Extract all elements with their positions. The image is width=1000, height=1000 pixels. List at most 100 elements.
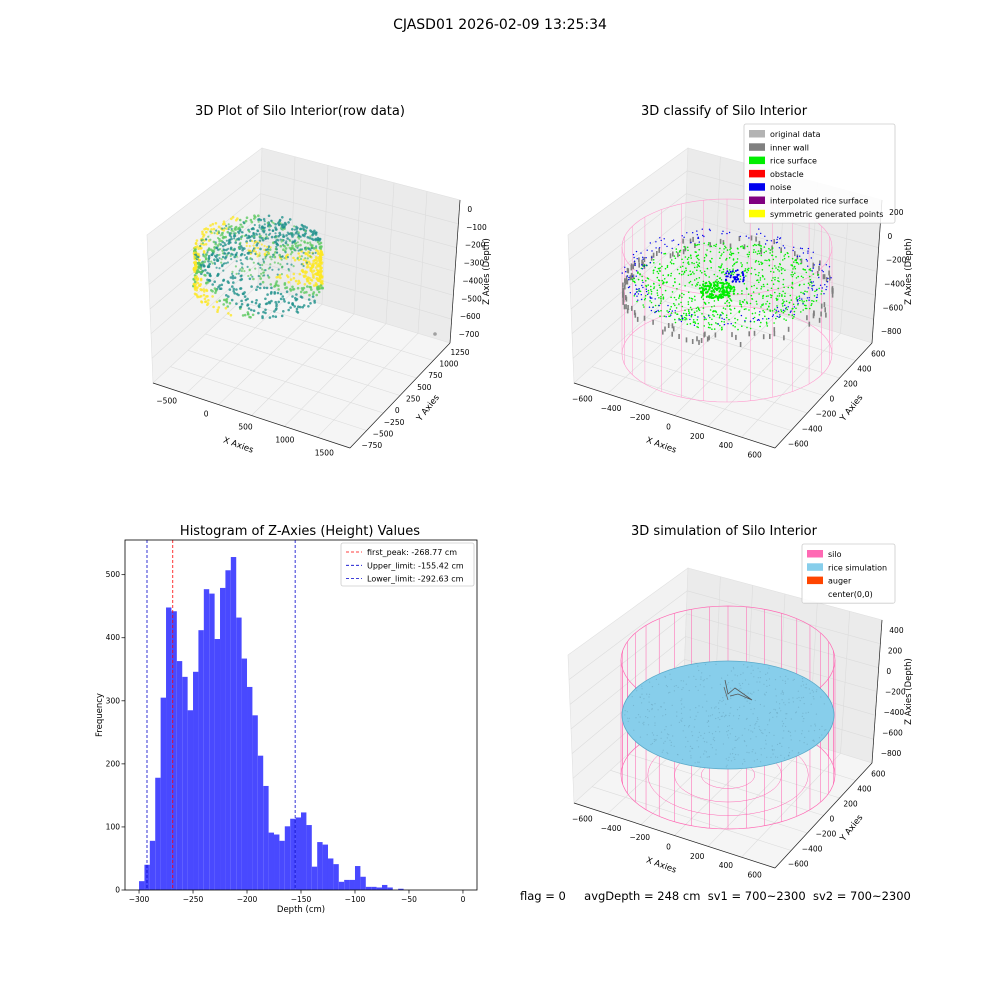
panel4-rice-mesh-point	[797, 706, 800, 708]
panel1-data-point	[199, 277, 203, 281]
panel1-data-point	[217, 230, 220, 233]
panel4-rice-mesh-point	[797, 690, 799, 692]
panel1-data-point	[305, 290, 308, 294]
panel1-data-point	[299, 235, 302, 238]
panel4-rice-mesh-point	[708, 715, 710, 717]
panel4-rice-mesh-point	[636, 690, 638, 692]
panel1-data-point	[221, 252, 224, 255]
panel1-data-point	[216, 236, 220, 240]
panel1-data-point	[255, 299, 258, 302]
panel1-data-point	[315, 268, 319, 272]
panel4-rice-mesh-point	[691, 735, 694, 737]
panel1-data-point	[299, 243, 302, 247]
panel1-data-point	[309, 255, 312, 258]
panel4-rice-mesh-point	[725, 714, 727, 716]
panel4-rice-mesh-point	[721, 677, 723, 679]
panel4-rice-mesh-point	[631, 696, 633, 698]
panel4-rice-mesh-point	[794, 730, 796, 732]
panel4-y-tick-label: −600	[788, 860, 809, 869]
panel4-rice-mesh-point	[731, 728, 733, 730]
panel1-data-point	[284, 247, 288, 250]
panel4-rice-mesh-point	[776, 712, 778, 714]
panel4-rice-mesh-point	[744, 740, 746, 743]
panel1-data-point	[248, 244, 251, 248]
panel4-rice-mesh-point	[697, 761, 699, 763]
panel1-data-point	[316, 288, 320, 291]
panel1-x-axis-line	[152, 382, 351, 449]
panel1-data-point	[257, 311, 260, 315]
panel1-data-point	[309, 249, 312, 252]
panel1-data-point	[285, 274, 289, 277]
panel1-data-point	[311, 252, 315, 255]
panel4-rice-mesh-point	[810, 725, 812, 727]
panel1-data-point	[285, 234, 288, 237]
panel1-data-point	[301, 270, 305, 274]
panel2-title: 3D classify of Silo Interior	[640, 104, 808, 119]
panel1-data-point	[286, 262, 289, 265]
panel1-data-point	[221, 244, 225, 248]
panel1-data-point	[224, 235, 227, 239]
panel4-rice-mesh-point	[784, 682, 787, 685]
panel1-data-point	[237, 272, 240, 275]
panel4-rice-mesh-point	[697, 746, 700, 748]
panel4-rice-mesh-point	[722, 743, 725, 745]
panel4-rice-mesh-point	[802, 680, 804, 683]
panel4-x-tick-label: 400	[719, 861, 734, 870]
panel1-data-point	[234, 265, 237, 268]
panel4-rice-mesh-point	[727, 730, 730, 732]
panel4-rice-mesh-point	[813, 740, 815, 743]
panel4-rice-mesh-point	[681, 720, 683, 722]
panel4-rice-mesh-point	[744, 697, 746, 699]
panel1-data-point	[222, 248, 225, 251]
panel4-rice-mesh-point	[647, 717, 649, 719]
panel1-data-point	[267, 252, 270, 255]
panel1-data-point	[202, 253, 205, 256]
panel1-data-point	[258, 252, 261, 255]
panel4-rice-mesh-point	[695, 686, 697, 688]
panel1-data-point	[231, 274, 235, 278]
panel1-data-point	[241, 234, 244, 238]
status-sv1: sv1 = 700~2300	[707, 889, 806, 903]
panel1-data-point	[316, 279, 320, 282]
panel1-data-point	[193, 248, 197, 251]
panel1-data-point	[216, 273, 220, 277]
panel4-rice-mesh-point	[655, 678, 658, 681]
panel4-rice-mesh-point	[765, 673, 767, 676]
panel1-data-point	[306, 285, 309, 288]
panel1-data-point	[291, 302, 294, 306]
panel4-rice-mesh-point	[648, 693, 651, 695]
panel4-rice-mesh-point	[688, 726, 690, 728]
panel1-data-point	[264, 269, 267, 272]
panel4-rice-mesh-point	[768, 678, 771, 680]
panel4-x-tick-label: −400	[601, 824, 622, 833]
panel1-data-point	[221, 227, 224, 230]
panel4-rice-mesh-point	[784, 704, 786, 706]
panel4-z-tick-label: −200	[885, 688, 906, 697]
panel4-rice-mesh-point	[703, 732, 706, 734]
panel1-data-point	[297, 305, 300, 309]
panel4-rice-mesh-point	[782, 725, 784, 727]
panel1-data-point	[215, 266, 218, 269]
panel1-data-point	[281, 266, 284, 269]
panel1-data-point	[311, 233, 314, 237]
panel1-data-point	[238, 269, 241, 272]
panel4-rice-mesh-point	[779, 742, 781, 745]
panel1-data-point	[240, 299, 243, 303]
panel4-rice-mesh-point	[673, 685, 676, 687]
panel1-data-point	[280, 258, 283, 261]
panel4-rice-mesh-point	[718, 708, 720, 710]
panel4-rice-mesh-point	[763, 683, 765, 685]
panel1-data-point	[226, 261, 229, 264]
panel4-rice-mesh-point	[680, 719, 682, 721]
panel4-rice-mesh-point	[769, 718, 771, 720]
panel4-rice-mesh-point	[808, 688, 810, 690]
panel1-data-point	[296, 236, 299, 239]
panel1-data-point	[288, 218, 292, 221]
panel4-rice-mesh-point	[804, 736, 806, 739]
panel1-data-point	[246, 265, 249, 268]
panel1-data-point	[218, 257, 221, 260]
panel1-data-point	[257, 214, 260, 217]
panel4-rice-mesh-point	[743, 664, 745, 666]
panel1-data-point	[211, 283, 214, 286]
panel4-rice-mesh-point	[722, 699, 725, 701]
